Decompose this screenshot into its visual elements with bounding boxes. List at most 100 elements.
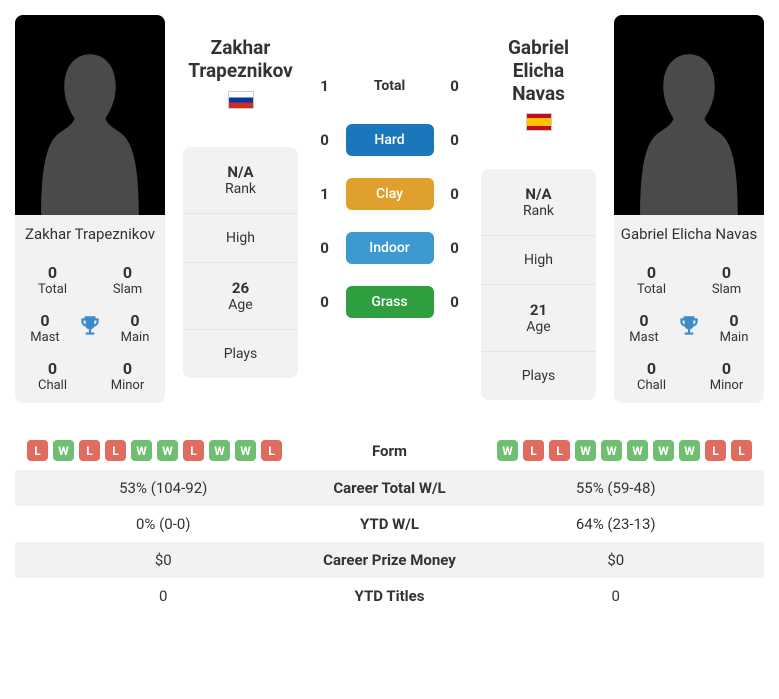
row-label: Career Total W/L: [300, 479, 480, 497]
form-badge-l[interactable]: L: [105, 440, 126, 461]
p2-trophy-row: 0Mast 0Main: [614, 303, 764, 353]
form-badge-l[interactable]: L: [79, 440, 100, 461]
spain-flag-icon: [526, 113, 552, 131]
form-badge-w[interactable]: W: [679, 440, 700, 461]
p2-value: $0: [480, 551, 753, 569]
p2-total: 0Total: [614, 257, 689, 303]
table-row: 53% (104-92)Career Total W/L55% (59-48): [15, 470, 764, 506]
form-badge-l[interactable]: L: [183, 440, 204, 461]
silhouette-icon: [25, 35, 155, 215]
silhouette-icon: [624, 35, 754, 215]
form-badge-l[interactable]: L: [549, 440, 570, 461]
p1-trophy-row: 0Mast 0Main: [15, 303, 165, 353]
p1-minor: 0Minor: [90, 353, 165, 399]
row-label: Career Prize Money: [300, 551, 480, 569]
player2-info-card: N/ARank High 21Age Plays: [481, 169, 596, 400]
player1-info-card: N/ARank High 26Age Plays: [183, 147, 298, 378]
p1-form: LWLLWWLWWL: [27, 440, 300, 461]
p1-rank: N/ARank: [183, 147, 298, 214]
p1-main: 0Main: [105, 305, 165, 351]
h2h-row-grass: 0 Grass 0: [316, 286, 463, 318]
russia-flag-icon: [228, 91, 254, 109]
player1-card: Zakhar Trapeznikov 0Total 0Slam 0Mast 0M…: [15, 15, 165, 403]
row-label: YTD W/L: [300, 515, 480, 533]
form-badge-l[interactable]: L: [27, 440, 48, 461]
p2-minor: 0Minor: [689, 353, 764, 399]
form-badge-w[interactable]: W: [575, 440, 596, 461]
h2h-row-clay: 1 Clay 0: [316, 178, 463, 210]
player2-titles: 0Total 0Slam 0Mast 0Main 0Chall 0Minor: [614, 253, 764, 403]
p1-mast: 0Mast: [15, 305, 75, 351]
table-row: $0Career Prize Money$0: [15, 542, 764, 578]
h2h-p1-val: 1: [318, 185, 332, 203]
form-badge-w[interactable]: W: [627, 440, 648, 461]
h2h-p1-val: 0: [318, 293, 332, 311]
p2-form: WLLWWWWWLL: [480, 440, 753, 461]
p1-age: 26Age: [183, 263, 298, 330]
trophy-icon: [77, 313, 103, 343]
p2-rank: N/ARank: [481, 169, 596, 236]
h2h-p2-val: 0: [448, 185, 462, 203]
h2h-row-total: 1Total0: [316, 70, 463, 102]
form-badge-w[interactable]: W: [131, 440, 152, 461]
h2h-p2-val: 0: [448, 131, 462, 149]
p1-chall: 0Chall: [15, 353, 90, 399]
form-badge-w[interactable]: W: [653, 440, 674, 461]
h2h-p1-val: 1: [318, 77, 332, 95]
h2h-surfaces: 1Total00Hard01Clay00Indoor00Grass0: [316, 15, 463, 403]
h2h-row-hard: 0 Hard 0: [316, 124, 463, 156]
p2-high: High: [481, 236, 596, 285]
row-label: YTD Titles: [300, 587, 480, 605]
table-row: 0% (0-0)YTD W/L64% (23-13): [15, 506, 764, 542]
player1-name-large[interactable]: ZakharTrapeznikov: [188, 37, 293, 83]
p2-chall: 0Chall: [614, 353, 689, 399]
h2h-p2-val: 0: [448, 77, 462, 95]
p2-plays: Plays: [481, 352, 596, 400]
form-badge-w[interactable]: W: [601, 440, 622, 461]
player2-name[interactable]: Gabriel Elicha Navas: [614, 215, 764, 253]
p1-total: 0Total: [15, 257, 90, 303]
table-row: LWLLWWLWWLFormWLLWWWWWLL: [15, 431, 764, 470]
player2-name-large[interactable]: Gabriel ElichaNavas: [481, 37, 596, 105]
surface-badge[interactable]: Indoor: [346, 232, 434, 264]
p2-age: 21Age: [481, 285, 596, 352]
h2h-p2-val: 0: [448, 293, 462, 311]
p1-value: $0: [27, 551, 300, 569]
table-row: 0YTD Titles0: [15, 578, 764, 614]
surface-badge[interactable]: Grass: [346, 286, 434, 318]
form-badge-l[interactable]: L: [261, 440, 282, 461]
surface-badge[interactable]: Hard: [346, 124, 434, 156]
form-badge-w[interactable]: W: [157, 440, 178, 461]
p1-value: 0% (0-0): [27, 515, 300, 533]
p1-high: High: [183, 214, 298, 263]
comparison-header: Zakhar Trapeznikov 0Total 0Slam 0Mast 0M…: [15, 15, 764, 403]
player1-titles: 0Total 0Slam 0Mast 0Main 0Chall 0Minor: [15, 253, 165, 403]
player2-info-col: Gabriel ElichaNavas N/ARank High 21Age P…: [481, 15, 596, 403]
form-badge-l[interactable]: L: [705, 440, 726, 461]
row-label: Form: [300, 442, 480, 460]
form-badge-w[interactable]: W: [497, 440, 518, 461]
player2-card: Gabriel Elicha Navas 0Total 0Slam 0Mast …: [614, 15, 764, 403]
form-badge-w[interactable]: W: [235, 440, 256, 461]
h2h-p1-val: 0: [318, 239, 332, 257]
p1-plays: Plays: [183, 330, 298, 378]
h2h-p1-val: 0: [318, 131, 332, 149]
form-badge-w[interactable]: W: [53, 440, 74, 461]
p2-value: 0: [480, 587, 753, 605]
surface-badge[interactable]: Clay: [346, 178, 434, 210]
form-badge-l[interactable]: L: [731, 440, 752, 461]
player1-name[interactable]: Zakhar Trapeznikov: [15, 215, 165, 253]
p2-value: 64% (23-13): [480, 515, 753, 533]
player1-info-col: ZakharTrapeznikov N/ARank High 26Age Pla…: [183, 15, 298, 403]
p1-value: 53% (104-92): [27, 479, 300, 497]
p2-main: 0Main: [704, 305, 764, 351]
p1-value: 0: [27, 587, 300, 605]
p2-slam: 0Slam: [689, 257, 764, 303]
p2-value: 55% (59-48): [480, 479, 753, 497]
player1-avatar: [15, 15, 165, 215]
form-badge-l[interactable]: L: [523, 440, 544, 461]
player2-avatar: [614, 15, 764, 215]
trophy-icon: [676, 313, 702, 343]
form-badge-w[interactable]: W: [209, 440, 230, 461]
h2h-row-indoor: 0Indoor0: [316, 232, 463, 264]
